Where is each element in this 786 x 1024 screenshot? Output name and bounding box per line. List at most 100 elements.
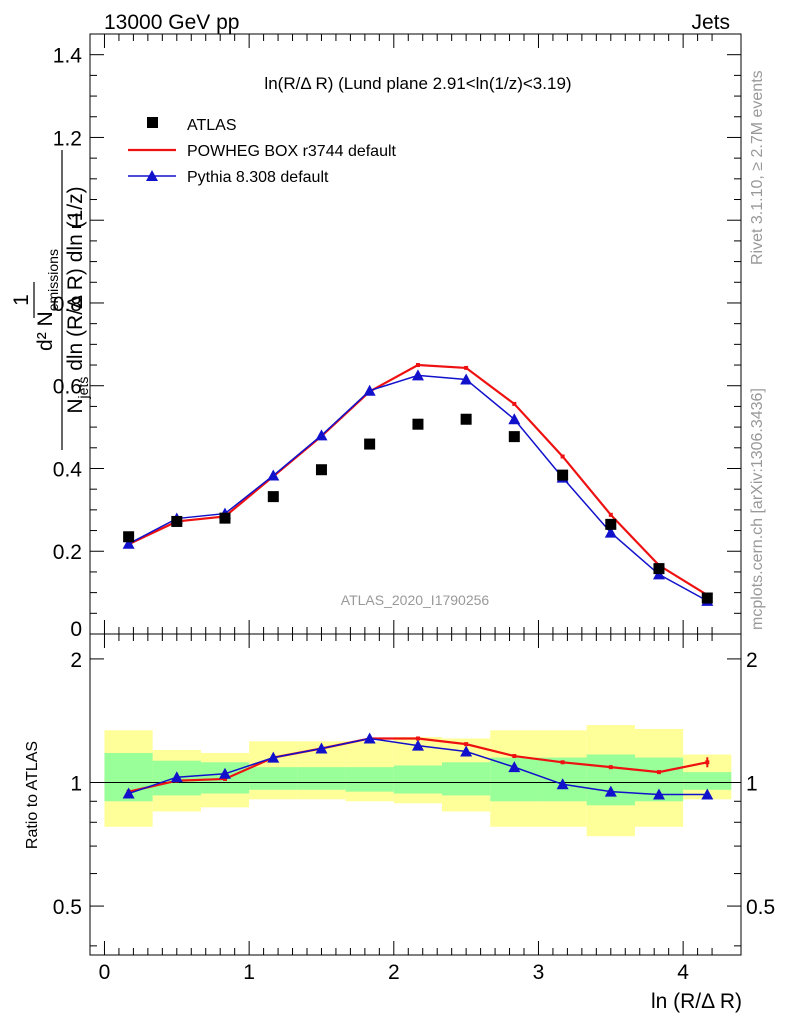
ratio-y-tick-label: 2: [70, 649, 82, 672]
powheg-point: [415, 363, 420, 368]
pythia-ratio-point: [315, 742, 328, 754]
atlas-point: [653, 563, 665, 575]
uncertainty-band-inner: [345, 767, 394, 792]
x-tick-label: 0: [99, 961, 111, 984]
atlas-point: [364, 438, 376, 450]
main-y-tick-label-zero: 0: [70, 618, 82, 641]
atlas-point: [219, 512, 231, 524]
main-y-tick-labels: 0.2 0.4 0.6 0.8 1 1.2 1.4 0: [53, 45, 83, 641]
powheg-ratio-point: [512, 754, 517, 759]
legend: ATLAS POWHEG BOX r3744 default Pythia 8.…: [128, 117, 397, 186]
ylabel-numerator: d² Nemissions: [34, 249, 61, 351]
rivet-label: Rivet 3.1.10, ≥ 2.7M events: [749, 70, 766, 265]
uncertainty-band-inner: [249, 767, 298, 790]
powheg-ratio-point: [222, 776, 227, 781]
ratio-y-tick-label-right: 2: [746, 649, 758, 672]
x-tick-label: 2: [388, 961, 400, 984]
powheg-curve: [128, 363, 708, 597]
legend-pythia-label: Pythia 8.308 default: [187, 169, 329, 186]
uncertainty-band-inner: [683, 772, 732, 790]
pythia-point: [363, 384, 376, 396]
ratio-y-axis-label: Ratio to ATLAS: [24, 741, 41, 849]
powheg-ratio-point: [464, 742, 469, 747]
atlas-point: [508, 431, 520, 443]
pythia-point: [122, 537, 135, 549]
atlas-point: [267, 491, 279, 503]
pythia-ratio-point: [508, 761, 521, 773]
main-data-points: [123, 413, 713, 604]
pythia-point: [508, 413, 521, 425]
pythia-ratio-point: [556, 778, 569, 790]
ratio-y-tick-label-right: 1: [746, 772, 758, 795]
pythia-ratio-point: [460, 745, 473, 757]
pythia-ratio-point: [122, 787, 135, 799]
pythia-point: [315, 429, 328, 441]
main-curves: [122, 363, 714, 606]
atlas-point: [171, 515, 183, 527]
main-ticks: [90, 34, 741, 634]
pythia-point: [411, 369, 424, 381]
pythia-point: [267, 469, 280, 481]
ylabel-denominator: Njets dln (R/Δ R) dln (1/z): [64, 186, 91, 413]
main-y-tick-label: 0.2: [53, 541, 82, 564]
ratio-tick-labels: 0.5 0.5 1 1 2 2 0 1 2 3 4: [53, 649, 775, 984]
header-right: Jets: [691, 11, 730, 34]
ratio-panel: 0.5 0.5 1 1 2 2 0 1 2 3 4 Ratio to ATLAS ln (R/Δ R…: [24, 633, 775, 1013]
legend-atlas-label: ATLAS: [187, 117, 237, 134]
main-y-tick-label: 1.2: [53, 127, 82, 150]
ylabel-one: 1: [10, 294, 33, 306]
powheg-ratio-point: [608, 765, 613, 770]
ratio-y-tick-label: 1: [70, 772, 82, 795]
atlas-point: [701, 592, 713, 604]
plot-title: ln(R/Δ R) (Lund plane 2.91<ln(1/z)<3.19): [264, 74, 571, 93]
powheg-point: [512, 401, 517, 406]
main-y-tick-label: 1: [70, 210, 82, 233]
main-y-axis-label: 1 d² Nemissions Njets dln (R/Δ R) dln (1…: [10, 150, 91, 450]
uncertainty-band-inner: [586, 754, 635, 806]
powheg-ratio-point: [415, 736, 420, 741]
legend-pythia-marker: [146, 170, 158, 181]
main-y-tick-label: 1.4: [53, 45, 83, 68]
pythia-point: [604, 526, 617, 538]
powheg-ratio-point: [560, 760, 565, 765]
mcplots-label: mcplots.cern.ch [arXiv:1306.3436]: [749, 388, 766, 630]
ratio-frame: [89, 633, 742, 956]
main-y-tick-label: 0.8: [53, 293, 82, 316]
atlas-point: [605, 518, 617, 530]
atlas-point: [412, 418, 424, 430]
legend-powheg-label: POWHEG BOX r3744 default: [187, 143, 397, 160]
x-tick-label: 4: [677, 961, 689, 984]
uncertainty-band-inner: [393, 765, 442, 794]
atlas-point: [557, 469, 569, 481]
atlas-point: [315, 464, 327, 476]
pythia-ratio-point: [170, 771, 183, 783]
pythia-curve: [128, 374, 708, 602]
ratio-y-tick-label-right: 0.5: [746, 896, 775, 919]
x-axis-label: ln (R/Δ R): [651, 990, 742, 1013]
atlas-point: [123, 531, 135, 543]
watermark: ATLAS_2020_I1790256: [341, 592, 490, 608]
pythia-ratio-point: [218, 767, 231, 779]
main-y-tick-label: 0.4: [53, 458, 83, 481]
main-panel: 0.2 0.4 0.6 0.8 1 1.2 1.4 0 ln(R/Δ R) (Lund pla…: [10, 33, 742, 641]
pythia-ratio-point: [604, 785, 617, 797]
pythia-ratio-point: [267, 751, 280, 763]
uncertainty-band-inner: [441, 762, 491, 796]
pythia-ratio-point: [411, 739, 424, 751]
legend-atlas-marker: [147, 117, 158, 128]
powheg-point: [560, 454, 565, 459]
ratio-y-tick-label: 0.5: [53, 896, 82, 919]
ratio-bands: [104, 725, 732, 837]
powheg-point: [464, 365, 469, 370]
main-y-tick-label: 0.6: [53, 376, 82, 399]
pythia-ratio-point: [652, 788, 665, 800]
powheg-ratio-point: [656, 770, 661, 775]
powheg-point: [608, 512, 613, 517]
atlas-point: [460, 413, 472, 425]
uncertainty-band-inner: [297, 767, 346, 790]
pythia-ratio-point: [701, 788, 714, 800]
x-tick-label: 1: [243, 961, 255, 984]
header-left: 13000 GeV pp: [104, 11, 239, 34]
ratio-ticks: [90, 634, 741, 955]
